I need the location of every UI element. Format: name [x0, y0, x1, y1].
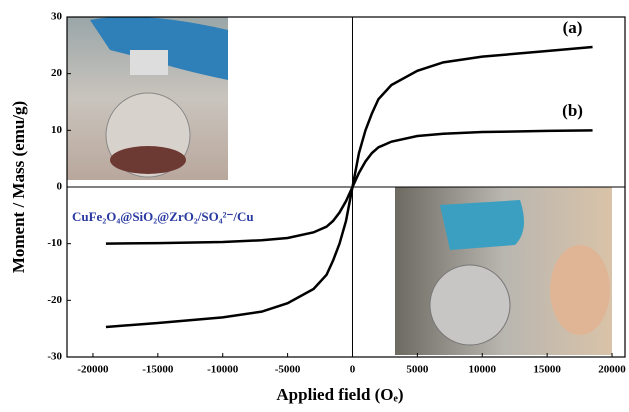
- x-axis-label: Applied field (Oₑ): [276, 385, 403, 404]
- series-label: (a): [563, 18, 583, 37]
- x-tick-label: -15000: [142, 364, 174, 376]
- y-tick-label: 20: [51, 67, 63, 79]
- x-tick-label: -5000: [275, 364, 301, 376]
- y-axis-label: Moment / Mass (emu/g): [9, 101, 28, 273]
- series-line: [105, 129, 593, 245]
- x-tick-label: 10000: [469, 364, 497, 376]
- series-label: (b): [562, 101, 583, 120]
- y-tick-label: -20: [47, 294, 62, 306]
- x-tick-label: 20000: [598, 364, 626, 376]
- photo-left: [67, 16, 228, 180]
- annotation: CuFe₂O₄@SiO₂@ZrO₂/SO₄²⁻/Cu: [72, 209, 254, 224]
- y-tick-label: 0: [57, 181, 63, 193]
- x-tick-label: 15000: [533, 364, 561, 376]
- photo-right: [395, 187, 612, 355]
- y-tick-label: -10: [47, 237, 62, 249]
- x-tick-label: -20000: [77, 364, 109, 376]
- y-tick-label: 10: [51, 124, 63, 136]
- y-tick-label: 30: [51, 11, 63, 23]
- x-tick-label: 5000: [406, 364, 429, 376]
- y-tick-label: -30: [47, 351, 62, 363]
- x-tick-label: -10000: [207, 364, 239, 376]
- x-tick-label: 0: [350, 364, 356, 376]
